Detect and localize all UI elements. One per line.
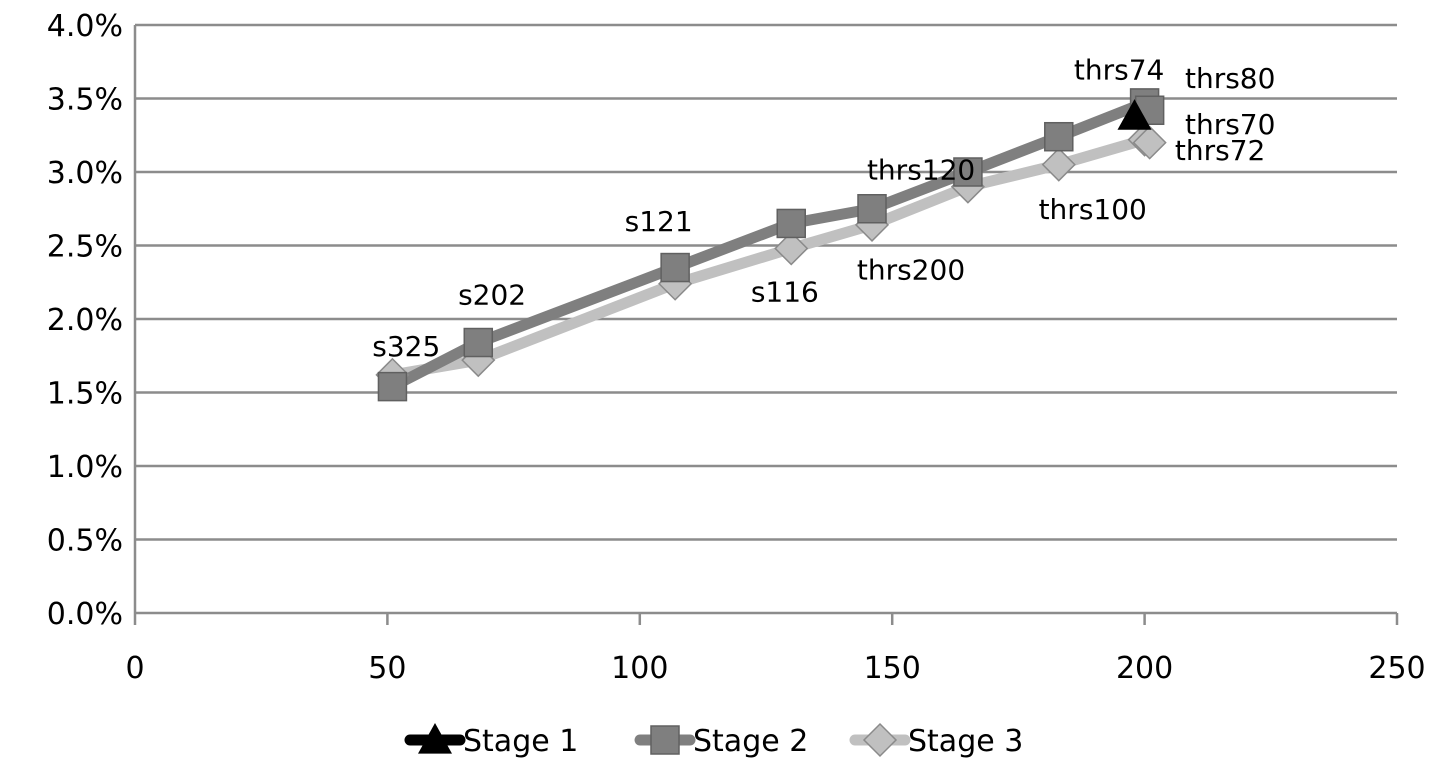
series-markers: [375, 88, 1167, 402]
point-annotation: s202: [458, 278, 526, 311]
y-tick-label: 3.0%: [47, 156, 123, 191]
legend-marker: [650, 725, 680, 755]
data-point-square: [857, 194, 887, 224]
legend: Stage 1 Stage 2 Stage 3: [404, 722, 1023, 759]
data-point-diamond: [774, 231, 809, 266]
point-annotation: thrs100: [1039, 193, 1147, 226]
x-tick-label: 250: [1368, 651, 1425, 686]
point-annotation: thrs74: [1074, 53, 1164, 86]
y-axis-tick-labels: 0.0% 0.5% 1.0% 1.5% 2.0% 2.5% 3.0% 3.5% 4.0%: [47, 9, 123, 632]
y-tick-label: 1.0%: [47, 450, 123, 485]
gridlines: [135, 23, 1397, 541]
x-tick-label: 200: [1116, 651, 1173, 686]
x-tick-label: 100: [611, 651, 668, 686]
point-annotation: s116: [751, 275, 819, 308]
point-annotation: thrs72: [1175, 134, 1265, 167]
x-tick-label: 150: [864, 651, 921, 686]
data-point-square: [1044, 121, 1074, 152]
y-tick-label: 2.5%: [47, 230, 123, 265]
data-point-square: [463, 327, 494, 358]
point-annotation: thrs120: [867, 153, 975, 186]
axes: [133, 25, 1399, 625]
y-tick-label: 4.0%: [47, 9, 123, 44]
y-tick-label: 0.0%: [47, 597, 123, 632]
legend-marker: [418, 723, 452, 754]
data-point-diamond: [1132, 125, 1167, 160]
data-point-diamond: [1041, 147, 1076, 182]
x-axis-tick-labels: 0 50 100 150 200 250: [125, 651, 1425, 686]
data-point-square: [776, 208, 806, 239]
data-point-square: [377, 371, 408, 402]
y-tick-label: 1.5%: [47, 377, 123, 412]
legend-label: Stage 3: [908, 724, 1023, 759]
x-tick-label: 50: [368, 651, 406, 686]
y-tick-label: 2.0%: [47, 303, 123, 338]
x-tick-label: 0: [125, 651, 144, 686]
point-annotation: thrs80: [1185, 62, 1275, 95]
point-annotation: thrs200: [857, 253, 965, 286]
point-annotations: s325 s202 s121 s116 thrs200 thrs120 thrs100 thr…: [372, 53, 1275, 362]
point-annotation: thrs70: [1185, 108, 1275, 141]
point-annotation: s325: [372, 330, 440, 363]
series-line: [386, 134, 1156, 381]
data-point-square: [660, 252, 690, 283]
legend-label: Stage 2: [693, 724, 808, 759]
data-point-square: [953, 157, 983, 187]
data-point-triangle: [1117, 99, 1152, 130]
point-annotation: s121: [625, 205, 693, 238]
y-tick-label: 0.5%: [47, 524, 123, 559]
legend-marker: [862, 722, 898, 758]
legend-label: Stage 1: [463, 724, 578, 759]
y-tick-label: 3.5%: [47, 83, 123, 118]
